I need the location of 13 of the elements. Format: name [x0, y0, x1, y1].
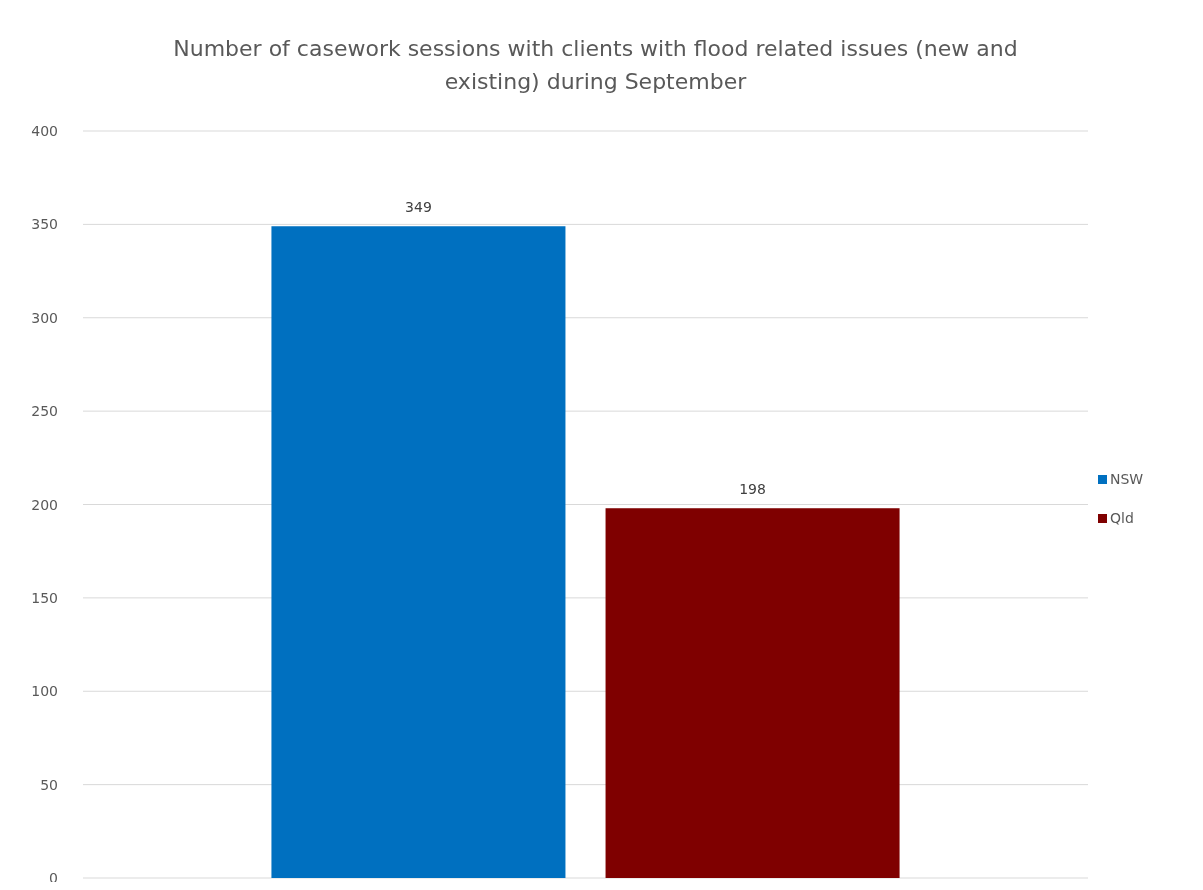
legend-label: Qld: [1110, 510, 1134, 526]
chart-title: Number of casework sessions with clients with flood related issues (new and existing) during September: [173, 36, 1018, 94]
y-tick-label: 150: [31, 589, 58, 606]
y-tick-label: 200: [31, 496, 58, 513]
y-tick-label: 350: [31, 216, 58, 233]
y-tick-label: 300: [31, 309, 58, 326]
data-label: 198: [739, 481, 766, 498]
legend-label: NSW: [1110, 471, 1144, 487]
y-tick-label: 400: [31, 123, 58, 139]
data-label: 349: [405, 199, 432, 216]
y-tick-label: 100: [31, 683, 58, 700]
y-tick-label: 50: [40, 776, 58, 793]
y-tick-label: 250: [31, 403, 58, 420]
